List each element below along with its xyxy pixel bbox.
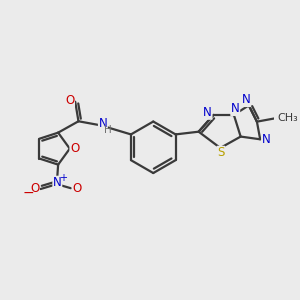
Text: N: N xyxy=(262,133,271,146)
Text: CH₃: CH₃ xyxy=(278,113,298,123)
Text: O: O xyxy=(65,94,74,107)
Text: N: N xyxy=(53,176,62,189)
Text: N: N xyxy=(231,102,240,116)
Text: H: H xyxy=(104,125,112,135)
Text: N: N xyxy=(242,94,250,106)
Text: O: O xyxy=(70,142,79,155)
Text: +: + xyxy=(59,173,67,183)
Text: N: N xyxy=(98,117,107,130)
Text: O: O xyxy=(30,182,39,195)
Text: −: − xyxy=(22,186,34,200)
Text: O: O xyxy=(72,182,82,195)
Text: S: S xyxy=(217,146,224,159)
Text: N: N xyxy=(203,106,212,119)
